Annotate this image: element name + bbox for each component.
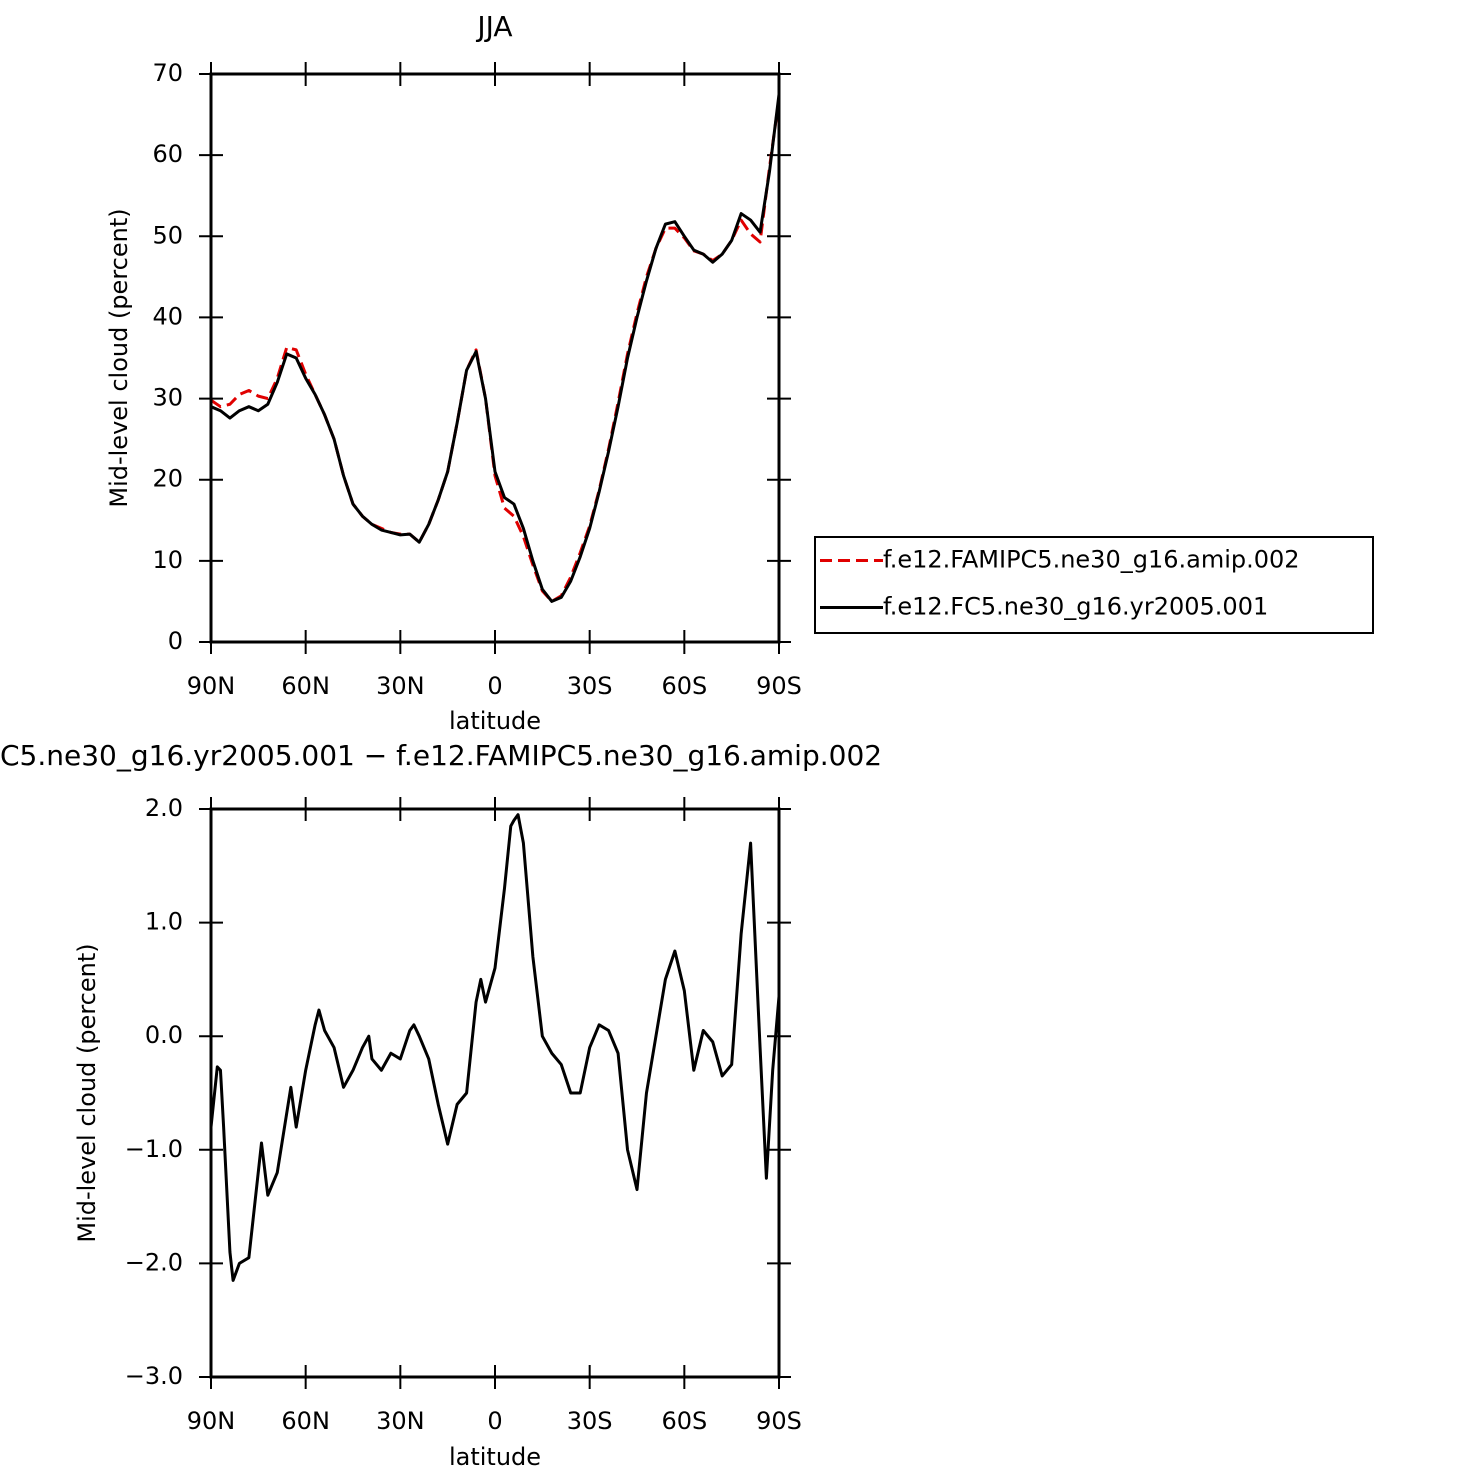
x-tick-label: 90N <box>187 1407 236 1435</box>
y-tick-label: 20 <box>152 465 183 493</box>
x-tick-label: 30S <box>567 672 613 700</box>
x-tick-label: 30N <box>376 1407 425 1435</box>
x-axis-label: latitude <box>449 1443 541 1471</box>
y-axis-label: Mid-level cloud (percent) <box>105 208 133 507</box>
y-tick-label: −3.0 <box>125 1362 183 1390</box>
y-tick-label: −1.0 <box>125 1135 183 1163</box>
legend-box <box>814 536 1374 634</box>
y-tick-label: 10 <box>152 546 183 574</box>
x-tick-label: 60S <box>661 1407 707 1435</box>
y-tick-label: 2.0 <box>145 794 183 822</box>
data-line <box>210 94 781 603</box>
y-tick-label: 0 <box>168 627 183 655</box>
plot-frame <box>209 807 781 1379</box>
data-line <box>209 813 781 1282</box>
x-tick-label: 90S <box>756 1407 802 1435</box>
plot-frame <box>209 72 781 644</box>
y-axis-label: Mid-level cloud (percent) <box>73 943 101 1242</box>
y-tick-label: 60 <box>152 140 183 168</box>
y-tick-label: 70 <box>152 59 183 87</box>
y-tick-label: −2.0 <box>125 1248 183 1276</box>
chart-title: C5.ne30_g16.yr2005.001 − f.e12.FAMIPC5.n… <box>0 739 882 772</box>
y-tick-label: 1.0 <box>145 908 183 936</box>
x-tick-label: 30S <box>567 1407 613 1435</box>
chart-title: JJA <box>475 10 512 43</box>
x-tick-label: 60N <box>281 1407 330 1435</box>
legend-label: f.e12.FC5.ne30_g16.yr2005.001 <box>883 593 1268 621</box>
x-tick-label: 0 <box>487 672 502 700</box>
y-tick-label: 30 <box>152 384 183 412</box>
x-tick-label: 30N <box>376 672 425 700</box>
x-tick-label: 90S <box>756 672 802 700</box>
data-line <box>210 98 781 603</box>
x-tick-label: 60N <box>281 672 330 700</box>
legend-label: f.e12.FAMIPC5.ne30_g16.amip.002 <box>883 546 1300 574</box>
y-tick-label: 40 <box>152 302 183 330</box>
x-axis-label: latitude <box>449 707 541 735</box>
x-tick-label: 90N <box>187 672 236 700</box>
y-tick-label: 0.0 <box>145 1021 183 1049</box>
y-tick-label: 50 <box>152 221 183 249</box>
x-tick-label: 60S <box>661 672 707 700</box>
x-tick-label: 0 <box>487 1407 502 1435</box>
